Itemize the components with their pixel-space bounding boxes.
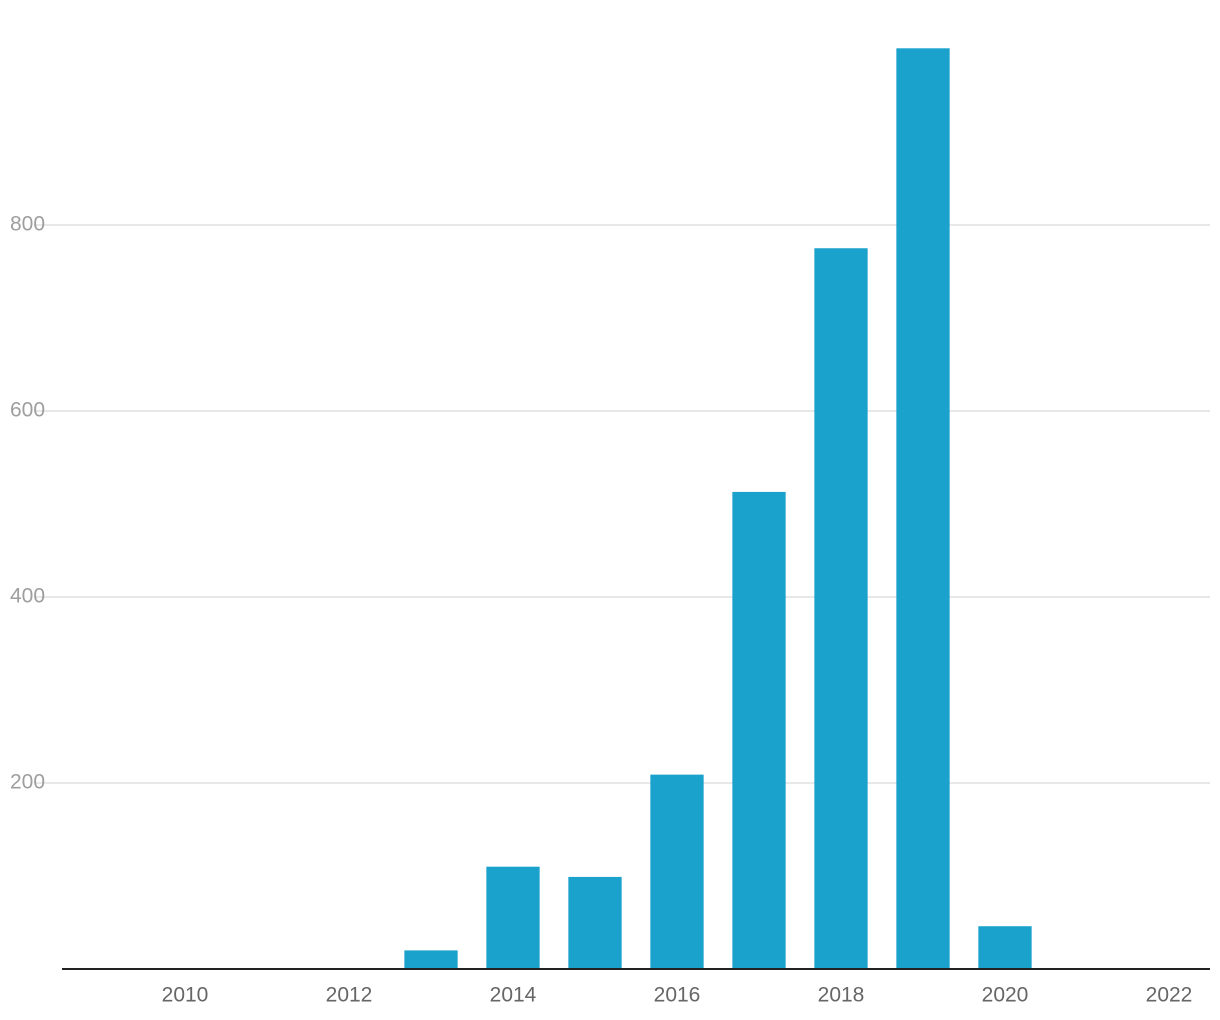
x-tick-label: 2016 bbox=[654, 984, 701, 1007]
y-tick-label: 800 bbox=[10, 213, 45, 236]
x-tick-label: 2012 bbox=[326, 984, 373, 1007]
x-tick-label: 2010 bbox=[162, 984, 209, 1007]
y-tick-label: 600 bbox=[10, 399, 45, 422]
bar bbox=[486, 866, 540, 969]
bar bbox=[404, 950, 458, 969]
y-tick-label: 200 bbox=[10, 771, 45, 794]
x-tick-label: 2014 bbox=[490, 984, 537, 1007]
bar bbox=[568, 876, 622, 969]
bar bbox=[650, 774, 704, 969]
bar bbox=[978, 926, 1032, 969]
x-tick-label: 2018 bbox=[818, 984, 865, 1007]
bar bbox=[814, 248, 868, 969]
y-tick-label: 400 bbox=[10, 585, 45, 608]
x-tick-label: 2022 bbox=[1146, 984, 1193, 1007]
bar bbox=[896, 48, 950, 970]
bar bbox=[732, 491, 786, 969]
x-tick-label: 2020 bbox=[982, 984, 1029, 1007]
